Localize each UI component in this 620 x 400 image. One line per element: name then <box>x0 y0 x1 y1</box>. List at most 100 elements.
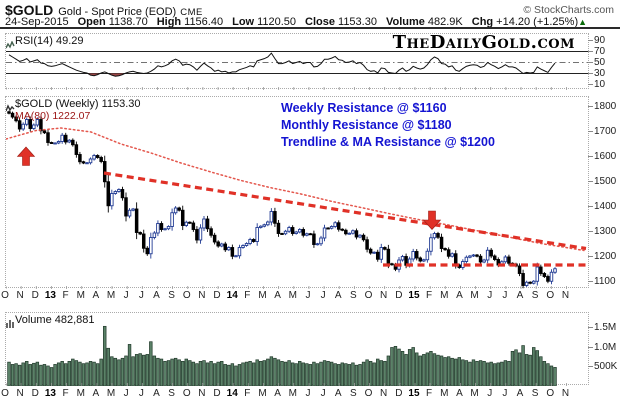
rsi-axis-label: 70 <box>594 45 606 57</box>
month-axis-label: J <box>123 388 129 399</box>
month-axis-label: J <box>320 290 326 301</box>
month-axis-label: J <box>320 388 326 399</box>
month-axis-label: M <box>440 388 449 399</box>
quote-field-label: Chg <box>471 16 494 28</box>
rsi-axis-label: 10 <box>594 78 606 90</box>
volume-axis-label: 1.5M <box>594 322 617 334</box>
price-axis-label: 1400 <box>594 201 617 212</box>
ticker-description: Gold - Spot Price (EOD) <box>58 6 177 18</box>
month-axis-label: S <box>350 290 357 301</box>
up-arrow-annotation <box>16 146 36 166</box>
rsi-plot <box>6 51 590 90</box>
month-axis-label: O <box>546 290 555 301</box>
month-axis-label: M <box>288 388 297 399</box>
month-axis-label: J <box>305 290 311 301</box>
watermark-thedailygold: TheDailyGold.com <box>392 32 575 53</box>
month-axis-label: J <box>487 388 493 399</box>
indicator-legend-icon <box>5 37 15 55</box>
month-axis-label: O <box>546 388 555 399</box>
month-axis-label: M <box>76 290 85 301</box>
quote-field-value: +14.20 (+1.25%) <box>496 16 579 28</box>
price-axis-label: 1800 <box>594 101 617 112</box>
ma80-legend-label: MA(80) 1222.07 <box>15 110 91 122</box>
month-axis-label: S <box>168 388 175 399</box>
chart-header: $GOLD Gold - Spot Price (EOD) CME <box>5 2 203 20</box>
month-axis-label: F <box>62 388 69 399</box>
month-axis-label: A <box>92 290 100 301</box>
quote-field-value: 482.9K <box>427 16 463 28</box>
month-axis-label: O <box>182 388 191 399</box>
month-axis-label: S <box>168 290 175 301</box>
month-axis-label: M <box>106 290 116 301</box>
exchange-label: CME <box>180 7 203 18</box>
month-axis-label: M <box>76 388 85 399</box>
month-axis-label: A <box>153 388 160 399</box>
month-axis-label: D <box>395 388 403 399</box>
quote-field-label: Close <box>305 16 336 28</box>
quote-field-label: Volume <box>385 16 425 28</box>
volume-legend-label: Volume 482,881 <box>15 314 95 326</box>
date-axis-volume: O N D 13 F M A M J J A S O N D 14 F M A M J J A S O N D 15 F M A M J J A S O… <box>0 388 620 400</box>
month-axis-label: J <box>487 290 493 301</box>
month-axis-label: M <box>258 388 267 399</box>
month-axis-label: F <box>244 290 251 301</box>
down-arrow-annotation <box>422 210 442 230</box>
month-axis-label: A <box>516 290 524 301</box>
month-axis-label: M <box>470 388 479 399</box>
month-axis-label: J <box>138 388 144 399</box>
price-axis-label: 1600 <box>594 151 617 162</box>
month-axis-label: M <box>440 290 449 301</box>
month-axis-label: A <box>274 290 281 301</box>
month-axis-label: D <box>213 290 221 301</box>
month-axis-label: J <box>123 290 129 301</box>
volume-axis-label: 1.0M <box>594 341 617 353</box>
rsi-indicator-panel <box>5 33 590 90</box>
month-axis-label: A <box>92 388 100 399</box>
year-axis-label: 13 <box>44 290 56 301</box>
quote-field-label: High <box>156 16 182 28</box>
month-axis-label: F <box>62 290 69 301</box>
price-axis-label: 1200 <box>594 251 617 262</box>
volume-panel <box>5 312 589 386</box>
quote-field-label: Open <box>77 16 106 28</box>
month-axis-label: N <box>561 388 570 399</box>
month-axis-label: J <box>502 290 508 301</box>
quote-values: Open 1138.70 High 1156.40 Low 1120.50 Close 115… <box>69 16 579 28</box>
month-axis-label: O <box>364 290 373 301</box>
volume-legend-icon <box>6 315 15 333</box>
month-axis-label: N <box>198 290 206 301</box>
candlestick-plot <box>6 110 587 289</box>
month-axis-label: M <box>288 290 297 301</box>
month-axis-label: J <box>305 388 311 399</box>
year-axis-label: 15 <box>408 388 420 399</box>
year-axis-label: 15 <box>408 290 420 301</box>
month-axis-label: J <box>138 290 144 301</box>
year-axis-label: 13 <box>44 388 56 399</box>
price-legend-icon <box>5 100 15 118</box>
quote-field-value: 1138.70 <box>108 16 148 28</box>
price-panel <box>5 96 589 289</box>
month-axis-label: A <box>456 388 463 399</box>
header-divider <box>0 27 620 29</box>
month-axis-label: S <box>531 388 539 399</box>
copyright-notice: © StockCharts.com <box>523 4 614 16</box>
month-axis-label: O <box>1 290 9 301</box>
month-axis-label: F <box>244 388 251 399</box>
price-axis-label: 1300 <box>594 226 617 237</box>
month-axis-label: N <box>380 290 388 301</box>
month-axis-label: D <box>31 388 39 399</box>
volume-axis-label: 500K <box>594 360 618 372</box>
month-axis-label: A <box>516 388 524 399</box>
rsi-legend-label: RSI(14) 49.29 <box>15 35 84 47</box>
quote-line: 24-Sep-2015 Open 1138.70 High 1156.40 Low 1120… <box>5 16 587 28</box>
month-axis-label: N <box>561 290 570 301</box>
month-axis-label: O <box>364 388 373 399</box>
annotation-weekly: Weekly Resistance @ $1160 <box>281 101 447 115</box>
month-axis-label: O <box>182 290 191 301</box>
month-axis-label: N <box>16 290 24 301</box>
month-axis-label: S <box>531 290 539 301</box>
month-axis-label: D <box>395 290 403 301</box>
price-axis-label: 1700 <box>594 126 617 137</box>
month-axis-label: A <box>334 388 342 399</box>
